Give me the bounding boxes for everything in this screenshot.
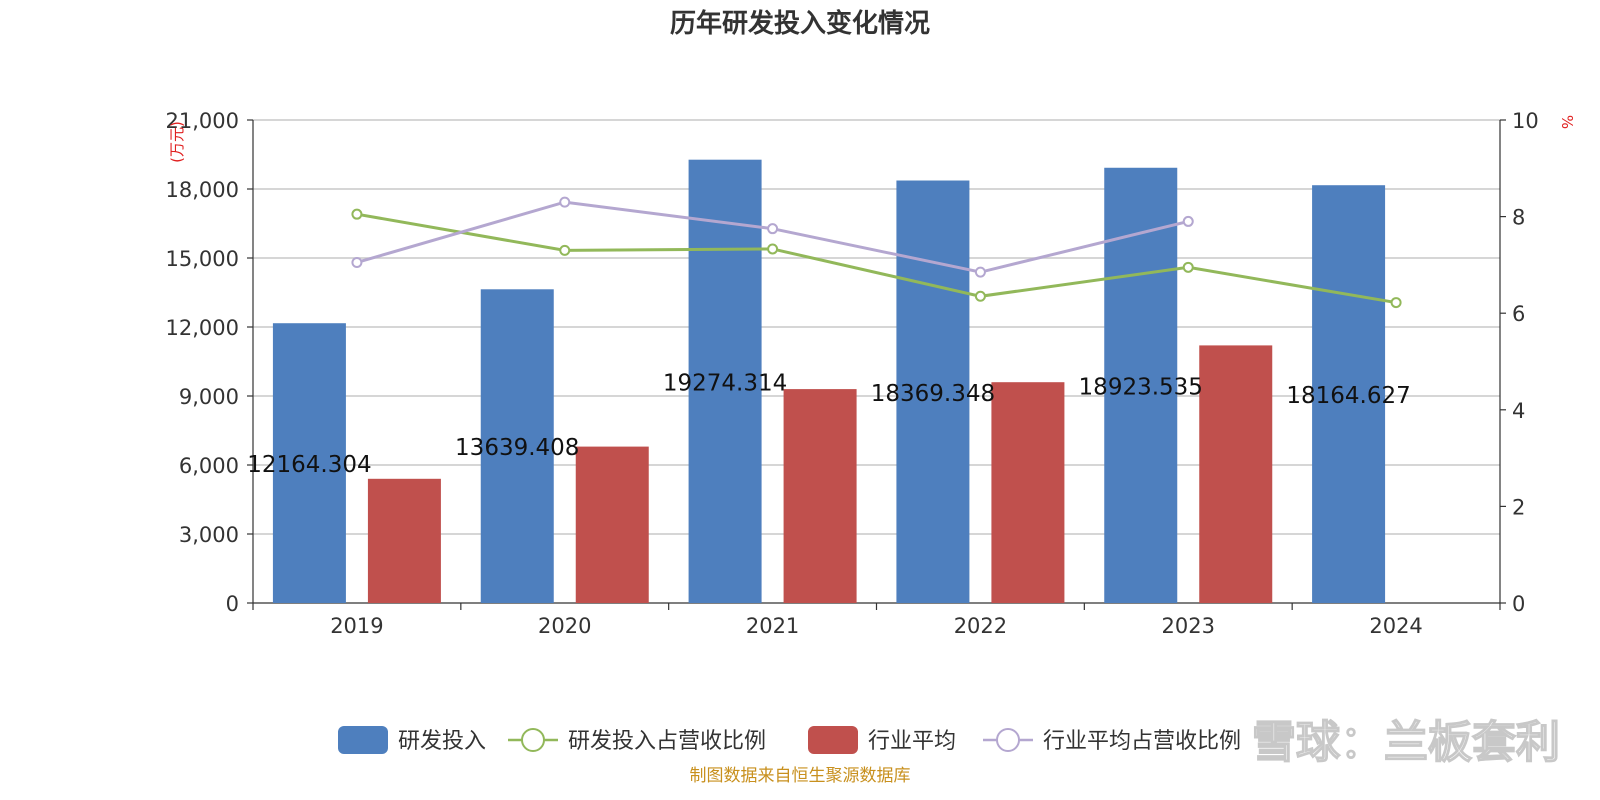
bar-rd-investment [272,323,346,603]
legend-swatch [338,726,388,754]
x-axis-tick-label: 2021 [746,614,799,638]
line-point [351,256,363,268]
legend-label: 行业平均 [868,729,956,754]
watermark: 雪球：兰板套利 [1252,717,1560,768]
right-axis-unit: % [1558,115,1576,129]
bar-industry-average [991,382,1065,603]
legend-swatch-marker [521,728,545,752]
bar-industry-average [575,446,649,603]
line-point [767,223,779,235]
bars [272,159,1386,604]
right-axis-tick-label: 0 [1512,592,1525,616]
left-axis-tick-label: 21,000 [166,109,239,133]
line-point [974,290,986,302]
bar-rd-investment [896,180,970,603]
left-axis-tick-label: 15,000 [166,247,239,271]
line-point [559,244,571,256]
bar-industry-average [783,389,857,603]
legend-label: 行业平均占营收比例 [1043,729,1241,754]
bar-industry-average [367,478,441,603]
right-axis-tick-label: 10 [1512,109,1539,133]
legend-swatch-marker [996,728,1020,752]
bar-rd-investment [1312,185,1386,604]
legend-label: 研发投入占营收比例 [568,729,766,754]
legend-item: 研发投入占营收比例 [508,728,766,754]
x-axis-tick-label: 2019 [330,614,383,638]
grid [253,119,1500,535]
left-axis-tick-label: 3,000 [179,523,239,547]
left-axis-tick-label: 6,000 [179,454,239,478]
x-axis-tick-label: 2022 [954,614,1007,638]
right-axis-tick-label: 8 [1512,206,1525,230]
left-axis-unit: (万元) [168,121,186,163]
bar-rd-investment [688,159,762,603]
line-series [356,212,1397,305]
line-point [1390,297,1402,309]
left-axis-tick-label: 9,000 [179,385,239,409]
legend-swatch [808,726,858,754]
left-axis-tick-label: 12,000 [166,316,239,340]
lines [351,196,1402,309]
left-axis-tick-label: 18,000 [166,178,239,202]
bar-data-label: 18923.535 [1079,374,1203,400]
line-point [974,266,986,278]
bar-rd-investment [480,289,554,603]
source-note: 制图数据来自恒生聚源数据库 [690,766,911,786]
chart-title: 历年研发投入变化情况 [670,8,930,39]
right-axis-tick-label: 6 [1512,302,1525,326]
bar-data-label: 18369.348 [871,381,995,407]
line-point [559,196,571,208]
line-point [351,208,363,220]
bar-data-label: 13639.408 [455,435,579,461]
legend-item: 行业平均占营收比例 [983,728,1241,754]
left-axis-tick-label: 0 [226,592,239,616]
right-axis-tick-label: 4 [1512,399,1525,423]
right-axis-tick-label: 2 [1512,495,1525,519]
x-axis-tick-label: 2020 [538,614,591,638]
legend: 研发投入 研发投入占营收比例 行业平均 行业平均占营收比例 [338,726,1241,754]
legend-label: 研发投入 [398,729,486,754]
x-axis-tick-label: 2023 [1162,614,1215,638]
x-axis-tick-label: 2024 [1369,614,1422,638]
line-point [767,243,779,255]
axes: 0 3,000 6,000 9,000 12,000 15,000 18,000 21,000… [166,109,1539,638]
legend-item: 研发投入 [338,726,486,754]
line-point [1182,261,1194,273]
legend-item: 行业平均 [808,726,956,754]
line-point [1182,215,1194,227]
bar-data-label: 18164.627 [1286,383,1410,409]
data-labels: 12164.304 13639.408 19274.314 18369.348 1892… [247,370,1411,478]
bar-data-label: 19274.314 [663,370,787,396]
bar-industry-average [1199,345,1273,603]
bar-data-label: 12164.304 [247,452,371,478]
